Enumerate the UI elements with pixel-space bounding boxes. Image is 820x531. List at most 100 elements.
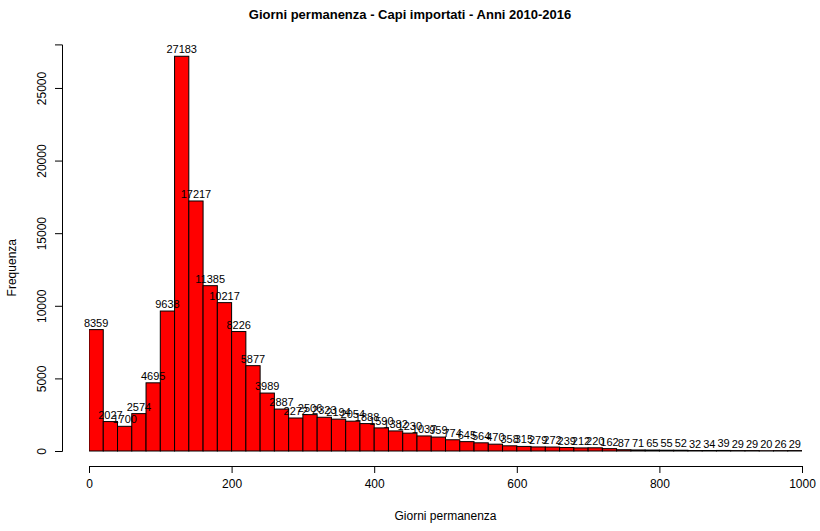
data-label: 4695 (141, 370, 165, 382)
y-tick: 20000 (35, 144, 62, 178)
bar (403, 433, 417, 451)
x-tick-label: 1000 (789, 477, 816, 491)
bar (560, 448, 574, 451)
data-label: 87 (618, 437, 630, 449)
bar (745, 450, 759, 451)
y-tick-label: 15000 (35, 217, 49, 251)
y-axis-title: Frequenza (5, 239, 19, 297)
x-tick-label: 400 (365, 477, 385, 491)
bar (346, 421, 360, 451)
x-tick: 600 (507, 466, 527, 491)
y-tick: 25000 (35, 71, 62, 105)
y-tick-mark (55, 88, 62, 89)
bar (303, 415, 317, 451)
x-tick-mark (232, 466, 233, 473)
bar (545, 447, 559, 451)
bar (759, 450, 773, 451)
bar (317, 417, 331, 451)
y-axis-line (55, 45, 63, 452)
x-tick-mark (374, 466, 375, 473)
bar (503, 446, 517, 451)
data-label: 10217 (209, 290, 240, 302)
bar (674, 450, 688, 452)
bar (574, 448, 588, 451)
bar (118, 426, 132, 451)
data-label: 9638 (155, 298, 179, 310)
y-tick-mark (55, 161, 62, 162)
y-tick-mark (55, 306, 62, 307)
y-tick: 0 (35, 448, 62, 455)
bar (702, 450, 716, 451)
bar (531, 447, 545, 451)
y-tick: 15000 (35, 217, 62, 251)
bar (417, 436, 431, 451)
chart: Giorni permanenza - Capi importati - Ann… (0, 0, 820, 531)
x-tick-label: 800 (650, 477, 670, 491)
y-tick-label: 25000 (35, 71, 49, 105)
bar (488, 444, 502, 451)
x-tick: 1000 (789, 466, 816, 491)
y-tick-label: 10000 (35, 289, 49, 323)
bar (89, 330, 103, 451)
title: Giorni permanenza - Capi importati - Ann… (249, 7, 571, 22)
bar (731, 450, 745, 451)
x-tick: 200 (222, 466, 242, 491)
bar (374, 428, 388, 451)
data-label: 29 (746, 438, 758, 450)
y-axis: 0 5000 10000 15000 20000 25000 (35, 45, 63, 455)
bar (788, 450, 802, 451)
bar (331, 419, 345, 451)
bar (617, 450, 631, 451)
data-label: 26 (774, 438, 786, 450)
bar (688, 450, 702, 451)
data-label: 34 (703, 438, 715, 450)
data-labels: 8359202717002574469596382718317217113851… (84, 43, 801, 449)
bar (175, 56, 189, 451)
x-axis-line (90, 467, 803, 474)
x-tick: 800 (650, 466, 670, 491)
data-label: 52 (675, 437, 687, 449)
bar (446, 440, 460, 451)
data-label: 20 (760, 438, 772, 450)
bar (203, 286, 217, 451)
x-tick-label: 200 (222, 477, 242, 491)
data-label: 65 (646, 437, 658, 449)
x-tick-label: 0 (86, 477, 93, 491)
data-label: 32 (689, 438, 701, 450)
bar (659, 450, 673, 452)
y-tick-mark (55, 233, 62, 234)
x-tick-mark (517, 466, 518, 473)
bar (588, 448, 602, 451)
data-label: 162 (600, 436, 618, 448)
data-label: 11385 (195, 273, 225, 285)
x-tick-label: 600 (507, 477, 527, 491)
data-label: 2574 (127, 401, 151, 413)
bar (631, 450, 645, 451)
data-label: 39 (717, 437, 729, 449)
x-tick-mark (659, 466, 660, 473)
y-tick: 10000 (35, 289, 62, 323)
y-tick: 5000 (35, 365, 62, 392)
bar (431, 437, 445, 451)
x-tick-mark (89, 466, 90, 473)
data-label: 27183 (166, 43, 197, 55)
x-tick-mark (802, 466, 803, 473)
bar (645, 450, 659, 452)
data-label: 3989 (255, 380, 279, 392)
bar (360, 424, 374, 451)
data-label: 17217 (181, 188, 212, 200)
bar (773, 450, 787, 451)
data-label: 71 (632, 437, 644, 449)
x-tick: 0 (86, 466, 93, 491)
bar (388, 431, 402, 451)
x-axis-title: Giorni permanenza (394, 509, 496, 523)
y-tick-mark (55, 378, 62, 379)
data-label: 5877 (241, 353, 265, 365)
y-tick-label: 5000 (35, 365, 49, 392)
bar (517, 446, 531, 451)
bars (89, 56, 802, 451)
data-label: 29 (789, 438, 801, 450)
y-tick-label: 0 (35, 448, 49, 455)
bar (103, 422, 117, 451)
x-axis: 0 200 400 600 800 1000 (86, 466, 816, 491)
